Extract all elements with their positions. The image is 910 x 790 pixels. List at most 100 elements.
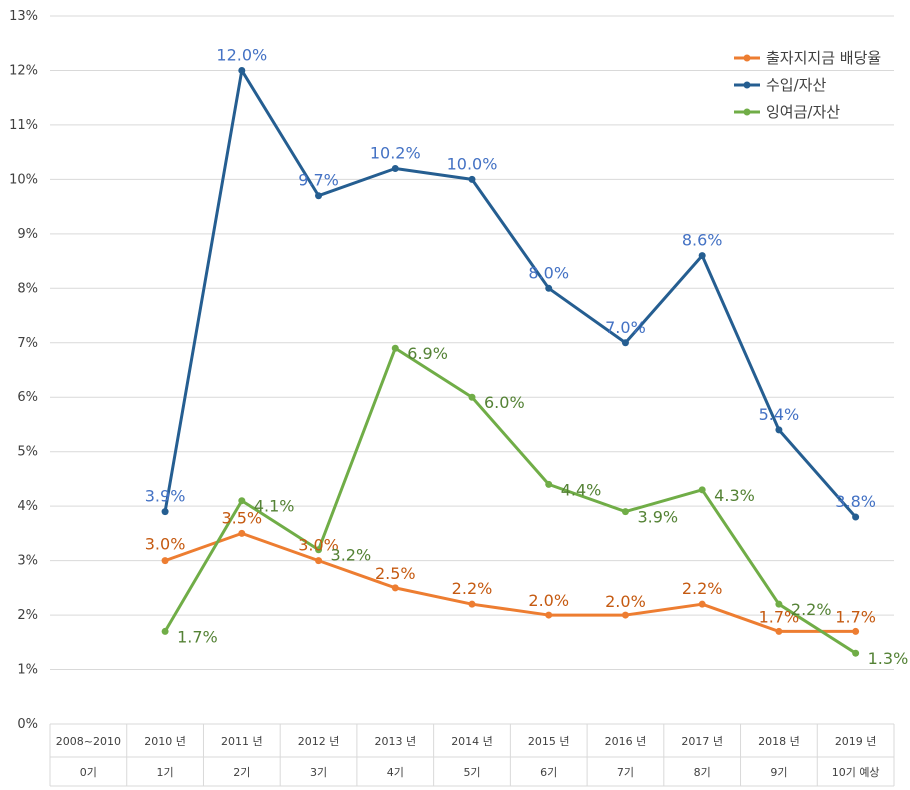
data-point <box>775 426 783 434</box>
data-label: 1.7% <box>177 627 218 646</box>
x-category-period: 5기 <box>463 766 480 779</box>
x-category-period: 4기 <box>387 766 404 779</box>
data-point <box>852 649 860 657</box>
data-label: 3.5% <box>221 508 262 527</box>
data-label: 10.2% <box>370 143 421 162</box>
data-label: 3.9% <box>145 487 186 506</box>
data-point <box>621 611 629 619</box>
data-point <box>315 557 323 565</box>
x-category-year: 2010 년 <box>144 735 186 748</box>
series-line <box>164 531 856 633</box>
data-label: 3.2% <box>331 546 372 565</box>
data-label: 8.6% <box>682 231 723 250</box>
series-line <box>163 68 857 519</box>
data-label: 10.0% <box>447 154 498 173</box>
data-label: 8.0% <box>528 263 569 282</box>
legend-marker <box>743 54 751 62</box>
y-tick-label: 8% <box>17 281 38 296</box>
data-point <box>545 480 553 488</box>
x-category-period: 3기 <box>310 766 327 779</box>
data-label: 3.9% <box>637 508 678 527</box>
data-label: 2.2% <box>452 579 493 598</box>
data-point <box>161 557 169 565</box>
data-label: 1.3% <box>868 649 909 668</box>
y-tick-label: 4% <box>17 499 38 514</box>
data-point <box>161 627 169 635</box>
legend-marker <box>743 108 751 116</box>
x-category-year: 2011 년 <box>221 735 263 748</box>
data-labels: 3.0% 3.5% 3.0% 2.5% 2.2% 2.0% 2.0% 2.2% 1.7% 1.7%… <box>145 45 909 668</box>
data-point <box>698 600 706 608</box>
y-tick-label: 12% <box>9 63 38 78</box>
x-category-year: 2018 년 <box>758 735 800 748</box>
data-label: 4.4% <box>561 480 602 499</box>
data-point <box>161 508 169 516</box>
y-tick-label: 13% <box>9 9 38 24</box>
data-label: 1.7% <box>759 607 800 626</box>
y-axis: 0% 1% 2% 3% 4% 5% 6% 7% 8% 9% 10% 11% 12% 13% <box>9 9 38 732</box>
series-lines <box>161 66 860 657</box>
data-label: 6.9% <box>407 344 448 363</box>
x-category-year: 2017 년 <box>681 735 723 748</box>
data-label: 7.0% <box>605 318 646 337</box>
data-point <box>545 284 553 292</box>
series-line <box>163 346 857 655</box>
data-point <box>621 508 629 516</box>
data-label: 2.2% <box>682 579 723 598</box>
x-category-period: 0기 <box>80 766 97 779</box>
data-point <box>468 600 476 608</box>
data-point <box>391 584 399 592</box>
x-category-period: 2기 <box>233 766 250 779</box>
x-category-period: 8기 <box>694 766 711 779</box>
legend-entry: 잉여금/자산 <box>766 103 840 121</box>
data-label: 2.0% <box>528 591 569 610</box>
x-category-period: 7기 <box>617 766 634 779</box>
data-point <box>468 393 476 401</box>
y-tick-label: 9% <box>17 227 38 242</box>
data-label: 5.4% <box>759 405 800 424</box>
data-label: 2.5% <box>375 564 416 583</box>
data-point <box>775 600 783 608</box>
x-category-year: 2019 년 <box>835 735 877 748</box>
gridlines <box>50 15 894 725</box>
data-point <box>391 164 399 172</box>
data-point <box>621 339 629 347</box>
y-tick-label: 10% <box>9 172 38 187</box>
legend-entry: 출자지지금 배당율 <box>766 49 881 67</box>
x-category-year: 2016 년 <box>605 735 647 748</box>
y-tick-label: 6% <box>17 390 38 405</box>
x-category-year: 2012 년 <box>298 735 340 748</box>
y-tick-label: 1% <box>17 663 38 678</box>
category-axis-table: 2008~2010 0기 2010 년 1기 2011 년 2기 2012 년 3기 2013 … <box>49 724 895 787</box>
data-point <box>775 627 783 635</box>
y-tick-label: 5% <box>17 445 38 460</box>
data-label: 6.0% <box>484 393 525 412</box>
x-category-year: 2013 년 <box>374 735 416 748</box>
data-point <box>468 175 476 183</box>
data-label: 3.0% <box>145 535 186 554</box>
data-point <box>238 66 246 74</box>
data-point <box>698 252 706 260</box>
data-label: 4.3% <box>714 486 755 505</box>
y-tick-label: 11% <box>9 118 38 133</box>
y-tick-label: 0% <box>17 717 38 732</box>
data-label: 3.8% <box>835 492 876 511</box>
data-point <box>315 546 323 554</box>
x-category-year: 2014 년 <box>451 735 493 748</box>
data-point <box>238 529 246 537</box>
x-category-year: 2015 년 <box>528 735 570 748</box>
data-point <box>315 192 323 200</box>
y-tick-label: 7% <box>17 336 38 351</box>
x-category-period: 6기 <box>540 766 557 779</box>
data-label: 4.1% <box>254 497 295 516</box>
data-point <box>852 627 860 635</box>
y-tick-label: 3% <box>17 554 38 569</box>
data-label: 9.7% <box>298 171 339 190</box>
data-point <box>698 486 706 494</box>
y-tick-label: 2% <box>17 608 38 623</box>
data-label: 2.0% <box>605 592 646 611</box>
data-label: 3.0% <box>298 536 339 555</box>
x-category-period: 9기 <box>770 766 787 779</box>
